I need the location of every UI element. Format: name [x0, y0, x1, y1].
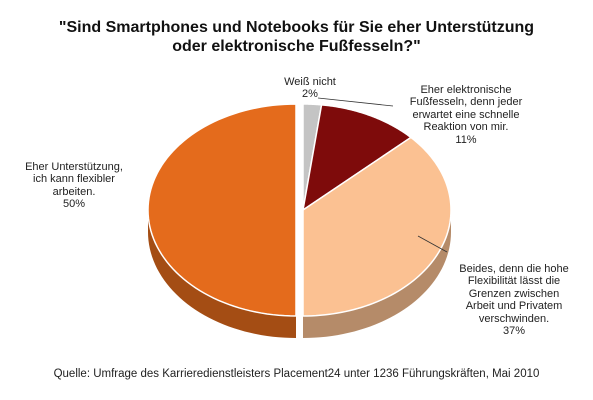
pie-slice	[302, 136, 452, 317]
chart-title-line-1: "Sind Smartphones und Notebooks für Sie …	[58, 19, 535, 36]
chart-title: "Sind Smartphones und Notebooks für Sie …	[0, 18, 593, 56]
slice-label-unterstuetzung: Eher Unterstützung, ich kann flexibler a…	[18, 148, 130, 223]
slice-label-fussfesseln: Eher elektronische Fußfesseln, denn jede…	[392, 71, 540, 159]
slice-value-label: 2%	[302, 88, 318, 100]
leader-line	[317, 97, 394, 107]
slice-label-weiss-nicht: Weiß nicht 2%	[282, 63, 338, 113]
slice-label-text: Eher elektronische Fußfesseln, denn jede…	[409, 83, 523, 134]
slice-label-beides: Beides, denn die hohe Flexibilität lässt…	[440, 250, 588, 350]
pie-slice	[147, 103, 297, 317]
chart-title-line-2: oder elektronische Fußfesseln?"	[172, 38, 421, 55]
leader-line	[417, 235, 448, 253]
slice-label-text: Eher Unterstützung, ich kann flexibler a…	[25, 160, 123, 198]
slice-label-text: Weiß nicht	[284, 75, 336, 88]
slice-value-label: 50%	[62, 198, 86, 210]
slice-value-label: 37%	[502, 325, 526, 337]
pie-slice	[301, 104, 413, 212]
slice-label-text: Beides, denn die hohe Flexibilität lässt…	[459, 262, 569, 325]
source-note: Quelle: Umfrage des Karrieredienstleiste…	[53, 368, 540, 380]
slice-value-label: 11%	[455, 133, 477, 146]
